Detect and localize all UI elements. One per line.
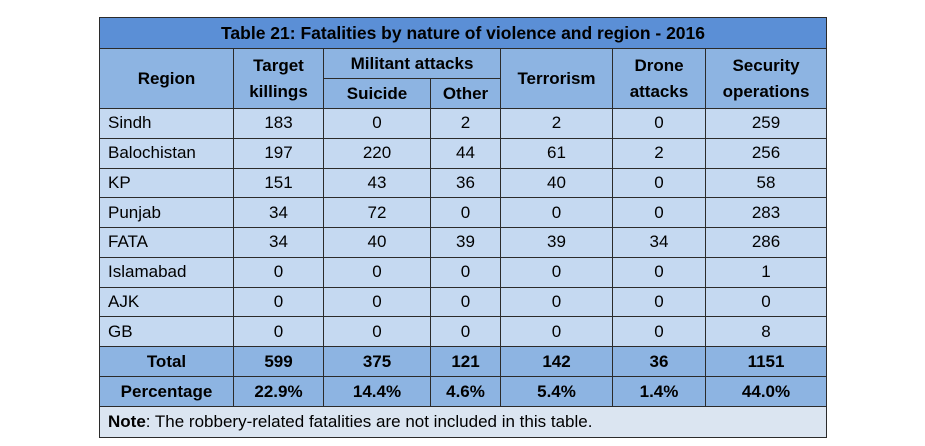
table-note: Note: The robbery-related fatalities are… [98, 406, 828, 438]
value-cell: 0 [612, 286, 706, 318]
fatalities-table: Table 21: Fatalities by nature of violen… [98, 17, 828, 438]
value-cell: 8 [704, 316, 828, 347]
percentage-cell: 4.6% [430, 376, 501, 407]
percentage-cell: 22.9% [233, 376, 324, 407]
value-cell: 0 [233, 256, 324, 288]
value-cell: 34 [233, 227, 324, 258]
value-cell: 40 [500, 167, 613, 199]
table-row: Punjab 34 72 0 0 0 283 [99, 197, 828, 228]
value-cell: 0 [323, 108, 431, 139]
value-cell: 44 [430, 137, 501, 169]
value-cell: 256 [704, 137, 828, 169]
value-cell: 0 [612, 316, 706, 347]
value-cell: 0 [500, 197, 613, 228]
note-text: : The robbery-related fatalities are not… [145, 412, 593, 431]
value-cell: 259 [704, 108, 828, 139]
total-cell: 121 [430, 346, 501, 377]
value-cell: 61 [500, 137, 613, 169]
value-cell: 151 [233, 167, 324, 199]
table-row: Balochistan 197 220 44 61 2 256 [99, 137, 828, 169]
value-cell: 0 [430, 197, 501, 228]
value-cell: 283 [704, 197, 828, 228]
value-cell: 197 [233, 137, 324, 169]
header-terrorism: Terrorism [500, 48, 613, 109]
value-cell: 40 [323, 227, 431, 258]
region-cell: Sindh [99, 108, 234, 139]
header-region: Region [99, 48, 234, 109]
value-cell: 0 [612, 197, 706, 228]
region-cell: GB [99, 316, 234, 347]
region-cell: AJK [99, 286, 234, 318]
value-cell: 0 [323, 316, 431, 347]
percentage-cell: 1.4% [612, 376, 706, 407]
value-cell: 0 [704, 286, 828, 318]
table-row: AJK 0 0 0 0 0 0 [99, 286, 828, 318]
value-cell: 0 [500, 316, 613, 347]
header-suicide: Suicide [323, 78, 431, 109]
value-cell: 0 [500, 256, 613, 288]
table-row: Sindh 183 0 2 2 0 259 [99, 108, 828, 139]
value-cell: 39 [500, 227, 613, 258]
note-label: Note [108, 412, 146, 431]
table-row: GB 0 0 0 0 0 8 [99, 316, 828, 347]
total-cell: 375 [323, 346, 431, 377]
value-cell: 72 [323, 197, 431, 228]
value-cell: 0 [612, 108, 706, 139]
value-cell: 0 [323, 256, 431, 288]
value-cell: 183 [233, 108, 324, 139]
value-cell: 0 [430, 286, 501, 318]
value-cell: 0 [500, 286, 613, 318]
total-row: Total 599 375 121 142 36 1151 [99, 346, 828, 377]
value-cell: 0 [430, 256, 501, 288]
percentage-cell: 14.4% [323, 376, 431, 407]
table-row: Islamabad 0 0 0 0 0 1 [99, 256, 828, 288]
percentage-label: Percentage [99, 376, 234, 407]
value-cell: 34 [612, 227, 706, 258]
total-label: Total [99, 346, 234, 377]
value-cell: 36 [430, 167, 501, 199]
value-cell: 34 [233, 197, 324, 228]
value-cell: 43 [323, 167, 431, 199]
header-security-operations: Security operations [704, 48, 828, 109]
value-cell: 0 [233, 286, 324, 318]
total-cell: 142 [500, 346, 613, 377]
value-cell: 0 [233, 316, 324, 347]
table-title: Table 21: Fatalities by nature of violen… [98, 17, 828, 49]
region-cell: KP [99, 167, 234, 199]
total-cell: 599 [233, 346, 324, 377]
header-militant-attacks: Militant attacks [323, 48, 501, 79]
percentage-cell: 5.4% [500, 376, 613, 407]
region-cell: Balochistan [99, 137, 234, 169]
total-cell: 36 [612, 346, 706, 377]
value-cell: 0 [612, 167, 706, 199]
value-cell: 0 [612, 256, 706, 288]
table-row: KP 151 43 36 40 0 58 [99, 167, 828, 199]
total-cell: 1151 [704, 346, 828, 377]
percentage-row: Percentage 22.9% 14.4% 4.6% 5.4% 1.4% 44.0% [99, 376, 828, 407]
region-cell: Punjab [99, 197, 234, 228]
value-cell: 220 [323, 137, 431, 169]
header-target-killings: Target killings [233, 48, 324, 109]
value-cell: 58 [704, 167, 828, 199]
value-cell: 286 [704, 227, 828, 258]
value-cell: 2 [430, 108, 501, 139]
value-cell: 2 [612, 137, 706, 169]
value-cell: 2 [500, 108, 613, 139]
value-cell: 39 [430, 227, 501, 258]
region-cell: Islamabad [99, 256, 234, 288]
value-cell: 1 [704, 256, 828, 288]
region-cell: FATA [99, 227, 234, 258]
value-cell: 0 [323, 286, 431, 318]
table-row: FATA 34 40 39 39 34 286 [99, 227, 828, 258]
header-other: Other [430, 78, 501, 109]
percentage-cell: 44.0% [704, 376, 828, 407]
value-cell: 0 [430, 316, 501, 347]
header-drone-attacks: Drone attacks [612, 48, 706, 109]
